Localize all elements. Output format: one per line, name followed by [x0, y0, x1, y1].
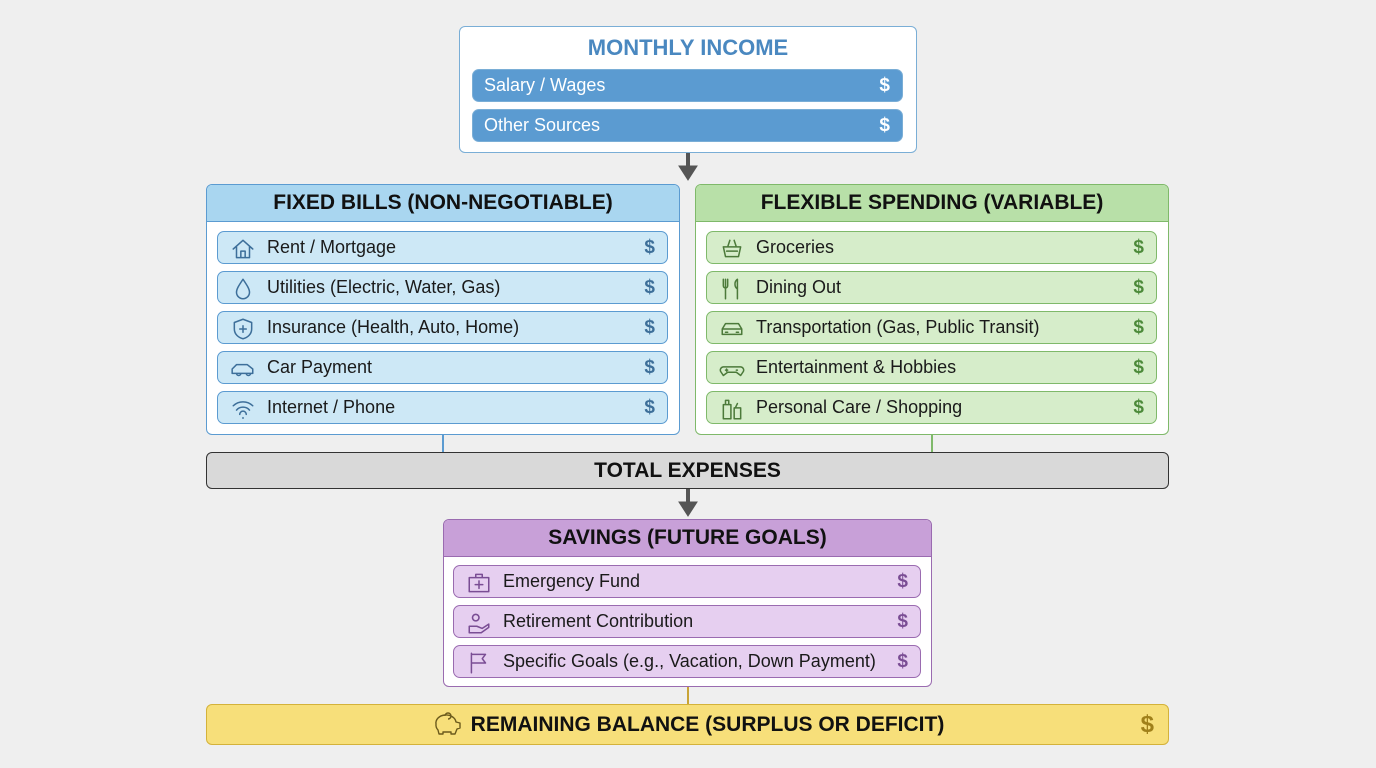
section-title: MONTHLY INCOME	[587, 35, 789, 60]
item-label: Entertainment & Hobbies	[756, 357, 957, 377]
item-label: Emergency Fund	[503, 571, 641, 591]
currency-symbol: $	[1140, 710, 1154, 738]
row-icon	[470, 652, 487, 674]
row-icon	[233, 318, 253, 340]
flexible-spending-box: FLEXIBLE SPENDING (VARIABLE) Groceries $ Di…	[695, 184, 1169, 435]
row-icon	[722, 239, 742, 258]
currency-symbol: $	[897, 650, 908, 672]
item-label: Transportation (Gas, Public Transit)	[756, 317, 1040, 337]
currency-symbol: $	[1133, 316, 1144, 338]
row-icon	[719, 366, 745, 377]
currency-symbol: $	[644, 316, 655, 338]
currency-symbol: $	[1133, 236, 1144, 258]
piggy-icon	[434, 711, 461, 735]
line-item: Groceries $	[706, 231, 1157, 264]
currency-symbol: $	[1133, 276, 1144, 298]
line-item: Salary / Wages $	[472, 69, 903, 102]
currency-symbol: $	[644, 276, 655, 298]
line-item: Rent / Mortgage $	[217, 231, 668, 264]
line-item: Car Payment $	[217, 351, 668, 384]
line-item: Personal Care / Shopping $	[706, 391, 1157, 424]
item-label: Internet / Phone	[267, 397, 396, 417]
line-item: Other Sources $	[472, 109, 903, 142]
row-icon	[468, 573, 490, 593]
item-label: Insurance (Health, Auto, Home)	[267, 317, 520, 337]
item-label: Car Payment	[267, 357, 373, 377]
item-label: Rent / Mortgage	[267, 237, 397, 257]
remaining-balance: REMAINING BALANCE (SURPLUS OR DEFICIT) $	[206, 704, 1169, 745]
line-item: Specific Goals (e.g., Vacation, Down Pay…	[453, 645, 921, 678]
section-title: FLEXIBLE SPENDING (VARIABLE)	[696, 185, 1168, 222]
section-title: SAVINGS (FUTURE GOALS)	[444, 520, 931, 557]
row-icon	[468, 613, 490, 634]
line-item: Utilities (Electric, Water, Gas) $	[217, 271, 668, 304]
currency-symbol: $	[897, 610, 908, 632]
item-label: Groceries	[756, 237, 835, 257]
item-label: Personal Care / Shopping	[756, 397, 963, 417]
remaining-label: REMAINING BALANCE (SURPLUS OR DEFICIT)	[470, 712, 945, 736]
currency-symbol: $	[644, 236, 655, 258]
row-icon	[722, 278, 739, 300]
row-icon	[722, 399, 742, 420]
line-item: Internet / Phone $	[217, 391, 668, 424]
line-item: Dining Out $	[706, 271, 1157, 304]
line-item: Insurance (Health, Auto, Home) $	[217, 311, 668, 344]
item-label: Specific Goals (e.g., Vacation, Down Pay…	[503, 651, 876, 671]
section-title: FIXED BILLS (NON-NEGOTIABLE)	[207, 185, 679, 222]
savings-box: SAVINGS (FUTURE GOALS) Emergency Fund $ Ret…	[443, 519, 932, 687]
item-label: Salary / Wages	[484, 75, 606, 95]
currency-symbol: $	[644, 356, 655, 378]
row-icon	[235, 278, 251, 300]
item-label: Retirement Contribution	[503, 611, 694, 631]
line-item: Transportation (Gas, Public Transit) $	[706, 311, 1157, 344]
item-label: Other Sources	[484, 115, 601, 135]
row-icon	[232, 401, 254, 419]
line-item: Retirement Contribution $	[453, 605, 921, 638]
currency-symbol: $	[1133, 356, 1144, 378]
line-item: Emergency Fund $	[453, 565, 921, 598]
currency-symbol: $	[1133, 396, 1144, 418]
fixed-bills-box: FIXED BILLS (NON-NEGOTIABLE) Rent / Mortg…	[206, 184, 680, 435]
item-label: Utilities (Electric, Water, Gas)	[267, 277, 501, 297]
row-icon	[721, 322, 743, 336]
currency-symbol: $	[879, 114, 890, 136]
total-expenses: TOTAL EXPENSES	[206, 452, 1169, 489]
row-icon	[231, 363, 254, 377]
income-box: MONTHLY INCOME Salary / Wages $ Other Sourc…	[459, 26, 917, 153]
row-icon	[232, 239, 254, 259]
currency-symbol: $	[897, 570, 908, 592]
currency-symbol: $	[644, 396, 655, 418]
currency-symbol: $	[879, 74, 890, 96]
line-item: Entertainment & Hobbies $	[706, 351, 1157, 384]
item-label: Dining Out	[756, 277, 842, 297]
